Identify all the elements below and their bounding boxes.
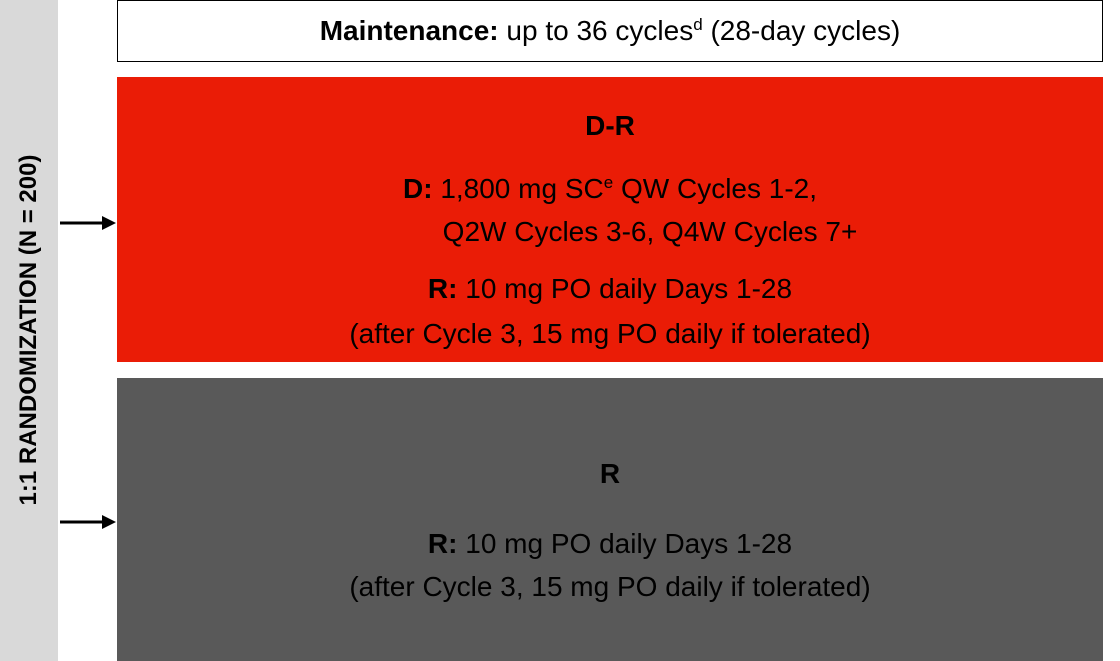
arm-line: R: 10 mg PO daily Days 1-28 xyxy=(117,273,1103,305)
line-label: R: xyxy=(427,528,458,559)
line-text: (after Cycle 3, 15 mg PO daily if tolera… xyxy=(349,318,871,349)
arm-title: R xyxy=(599,458,621,489)
superscript: d xyxy=(693,15,703,34)
maintenance-suffix: (28-day cycles) xyxy=(710,15,901,46)
line-text: 10 mg PO daily Days 1-28 xyxy=(465,528,793,559)
line-text: (after Cycle 3, 15 mg PO daily if tolera… xyxy=(349,571,871,602)
line-label: R: xyxy=(427,273,458,304)
arm-line: R: 10 mg PO daily Days 1-28 xyxy=(117,528,1103,560)
arm-line: (after Cycle 3, 15 mg PO daily if tolera… xyxy=(117,571,1103,603)
superscript: e xyxy=(603,173,614,192)
maintenance-label: Maintenance: xyxy=(319,15,499,46)
arm-title: D-R xyxy=(585,110,635,141)
arm-line: Q2W Cycles 3-6, Q4W Cycles 7+ xyxy=(117,216,1103,248)
arrow xyxy=(60,515,116,529)
arm-line: (after Cycle 3, 15 mg PO daily if tolera… xyxy=(117,318,1103,350)
arm-box: R R: 10 mg PO daily Days 1-28 (after Cycle… xyxy=(117,378,1103,661)
maintenance-box: Maintenance: up to 36 cyclesd (28-day cy… xyxy=(117,0,1103,62)
randomization-bar: 1:1 RANDOMIZATION (N = 200) xyxy=(0,0,58,661)
arm-box: D-R D: 1,800 mg SCe QW Cycles 1-2, Q2W Cyc… xyxy=(117,77,1103,362)
line-text: 1,800 mg SC xyxy=(440,173,604,204)
randomization-label: 1:1 RANDOMIZATION (N = 200) xyxy=(15,154,42,506)
line-text: Q2W Cycles 3-6, Q4W Cycles 7+ xyxy=(442,216,858,247)
arm-line: D: 1,800 mg SCe QW Cycles 1-2, xyxy=(117,173,1103,205)
line-label: D: xyxy=(402,173,433,204)
line-suffix: QW Cycles 1-2, xyxy=(620,173,818,204)
line-text: 10 mg PO daily Days 1-28 xyxy=(465,273,793,304)
arrow xyxy=(60,216,116,230)
maintenance-text: up to 36 cycles xyxy=(506,15,694,46)
